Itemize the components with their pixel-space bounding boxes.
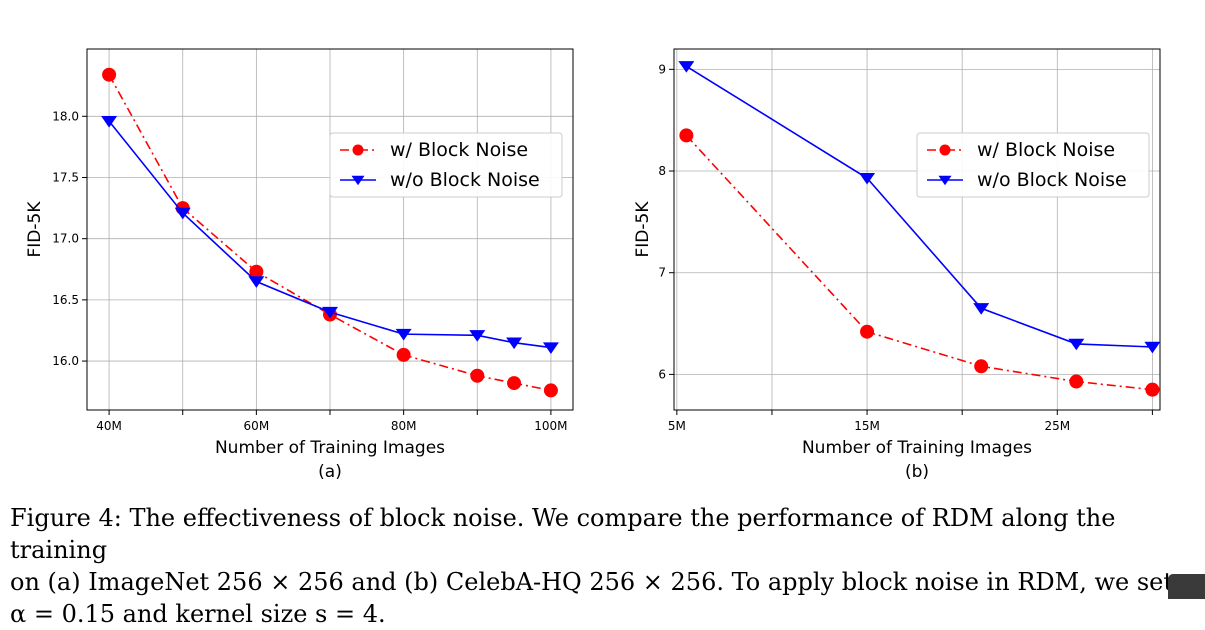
legend-marker-circle: [939, 144, 951, 156]
x-tick-label: 15M: [854, 419, 880, 433]
data-point-triangle: [322, 306, 338, 319]
legend-marker-triangle: [351, 175, 365, 186]
y-tick-label: 16.0: [52, 354, 79, 368]
chart-b: 6 7 8 9 5M 15M 25M Number of Training Images FID…: [633, 48, 1161, 482]
data-point-circle: [1145, 382, 1160, 397]
legend: w/ Block Noise w/o Block Noise: [916, 132, 1150, 198]
y-tick-label: 17.0: [52, 232, 79, 246]
data-point-circle: [249, 264, 264, 279]
series-line-without-block-noise: [108, 120, 552, 349]
grid: [82, 49, 573, 415]
legend-label: w/o Block Noise: [390, 169, 540, 191]
x-axis-label: Number of Training Images: [215, 438, 445, 458]
data-point-circle: [102, 67, 117, 82]
legend-marker-circle: [352, 144, 364, 156]
series-line-without-block-noise: [685, 65, 1153, 348]
x-tick-label: 100M: [534, 419, 567, 433]
y-axis-label: FID-5K: [25, 201, 45, 258]
x-tick-label: 60M: [244, 419, 270, 433]
figure-canvas: 16.0 16.5 17.0 17.5 18.0 40M 60M 80M 100M Number …: [25, 48, 1161, 482]
legend-marker-triangle: [938, 175, 952, 186]
data-point-triangle: [859, 172, 876, 185]
data-point-circle: [396, 347, 411, 362]
legend-label: w/ Block Noise: [390, 139, 528, 161]
y-tick-label: 17.5: [52, 170, 79, 184]
figure-caption: Figure 4: The effectiveness of block noi…: [10, 502, 1200, 630]
data-point-circle: [1069, 374, 1084, 389]
data-point-triangle: [678, 61, 695, 73]
x-axis-label: Number of Training Images: [802, 438, 1032, 458]
data-point-triangle: [395, 328, 412, 341]
y-axis-label: FID-5K: [633, 201, 653, 258]
legend-label: w/ Block Noise: [977, 139, 1115, 161]
overlay-button[interactable]: [1168, 574, 1205, 599]
legend-box: [916, 132, 1150, 198]
data-point-circle: [974, 359, 989, 374]
grid: [669, 49, 1160, 415]
subfigure-label: (a): [318, 462, 342, 482]
data-point-circle: [860, 324, 875, 339]
data-point-circle: [470, 368, 485, 383]
y-tick-label: 18.0: [52, 109, 79, 123]
x-tick-label: 80M: [391, 419, 417, 433]
legend-label: w/o Block Noise: [977, 169, 1127, 191]
x-tick-label: 5M: [668, 419, 686, 433]
data-point-triangle: [469, 330, 486, 342]
caption-line-1: Figure 4: The effectiveness of block noi…: [10, 504, 1116, 564]
data-point-triangle: [1144, 341, 1161, 354]
x-tick-label: 40M: [96, 419, 122, 433]
data-point-circle: [507, 376, 522, 391]
plot-frame: [673, 48, 1161, 411]
caption-line-3: α = 0.15 and kernel size s = 4.: [10, 600, 386, 628]
y-tick-label: 9: [658, 62, 666, 76]
x-tick-label: 25M: [1044, 419, 1070, 433]
chart-a: 16.0 16.5 17.0 17.5 18.0 40M 60M 80M 100M Number …: [25, 48, 574, 482]
legend: w/ Block Noise w/o Block Noise: [329, 132, 563, 198]
legend-box: [329, 132, 563, 198]
caption-line-2: on (a) ImageNet 256 × 256 and (b) CelebA…: [10, 568, 1174, 596]
data-point-triangle: [248, 276, 265, 288]
y-tick-label: 6: [658, 367, 666, 381]
data-point-triangle: [101, 116, 118, 128]
data-point-triangle: [506, 337, 523, 350]
plot-frame: [86, 48, 574, 411]
data-point-triangle: [542, 342, 559, 354]
y-tick-label: 16.5: [52, 293, 79, 307]
subfigure-label: (b): [905, 462, 929, 482]
data-point-triangle: [174, 207, 191, 220]
data-point-triangle: [1068, 338, 1085, 351]
data-point-triangle: [973, 303, 990, 315]
y-tick-label: 8: [658, 164, 666, 178]
data-point-circle: [679, 128, 694, 143]
y-tick-label: 7: [658, 266, 666, 280]
data-point-circle: [543, 383, 558, 398]
